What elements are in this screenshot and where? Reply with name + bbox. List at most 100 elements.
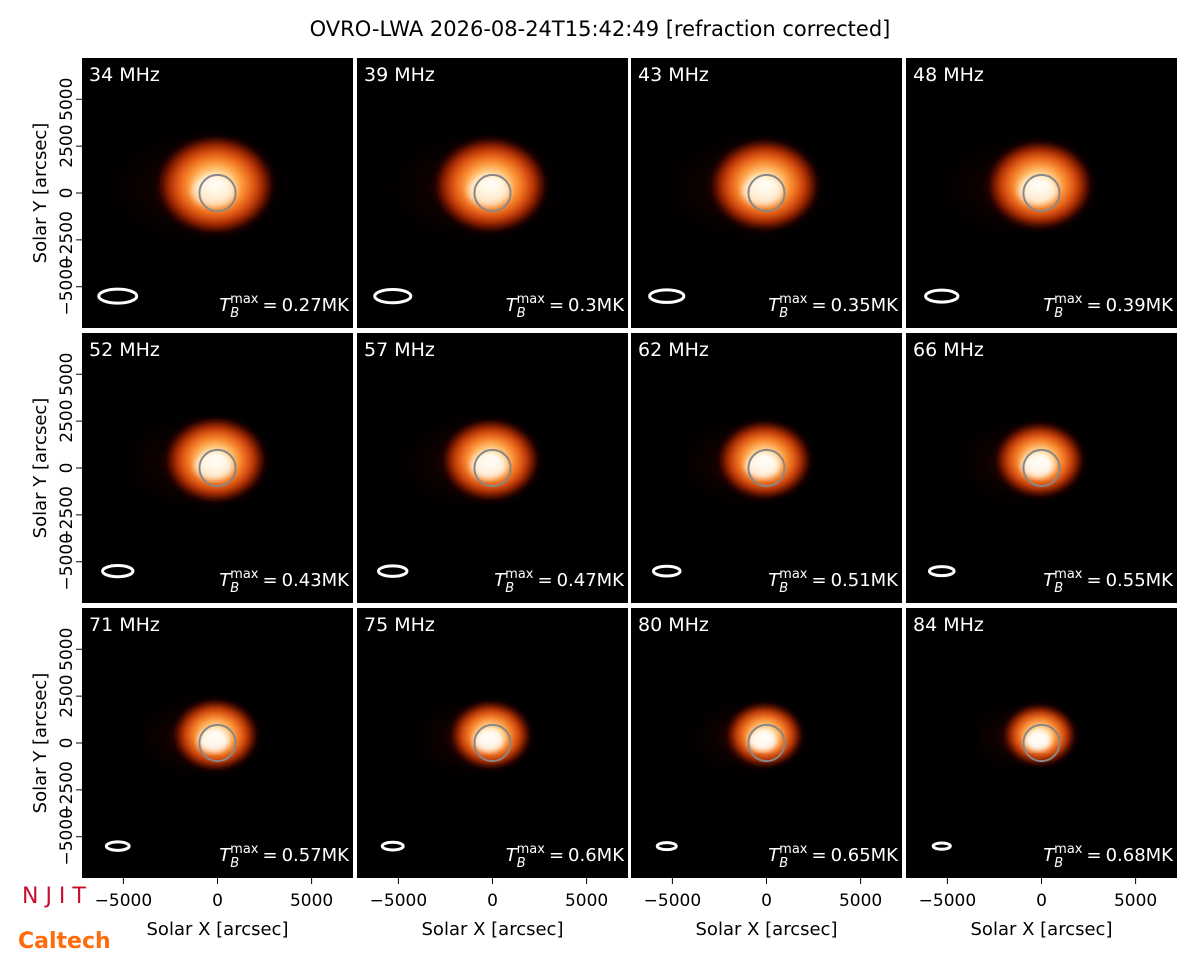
solar-disk [1022, 173, 1061, 213]
tb-max-label: TBmax = 0.68MK [1043, 842, 1174, 871]
tb-value: 0.65MK [831, 845, 900, 866]
tb-symbol: T [1043, 845, 1056, 866]
emission-core [1020, 453, 1055, 479]
x-axis-label: Solar X [arcsec] [147, 919, 289, 940]
tb-superscript: max [230, 567, 259, 582]
x-tick-label: −5000 [95, 891, 153, 911]
tb-subscript: B [779, 581, 788, 596]
panel: 43 MHz TBmax = 0.35MK [631, 58, 902, 328]
tb-superscript: max [230, 842, 259, 857]
panel: 57 MHz TBmax = 0.47MK [357, 333, 628, 603]
tb-max-label: TBmax = 0.43MK [219, 567, 350, 596]
beam [924, 288, 960, 304]
emission-core [748, 730, 777, 752]
tb-max-label: TBmax = 0.51MK [768, 567, 899, 596]
radio-image [923, 125, 1120, 304]
tb-max-label: TBmax = 0.3MK [506, 292, 626, 321]
radio-image [927, 410, 1105, 578]
tb-equals: = [1086, 845, 1101, 866]
panel-label: 43 MHz [638, 64, 709, 86]
radio-image [655, 692, 818, 852]
y-tick-label: −5000 [57, 808, 77, 866]
radio-image [380, 690, 548, 852]
beam [648, 288, 686, 304]
x-tick-label: 5000 [1114, 891, 1157, 911]
tb-equals: = [811, 570, 826, 591]
y-tick-label: 0 [57, 188, 77, 199]
y-tick-label: 5000 [57, 78, 77, 121]
tb-max-label: TBmax = 0.47MK [494, 567, 625, 596]
tb-superscript: max [517, 842, 546, 857]
tb-subscript: B [779, 856, 788, 871]
beam [655, 841, 678, 852]
tb-equals: = [262, 570, 277, 591]
beam [377, 564, 409, 578]
tb-subscript: B [505, 581, 514, 596]
x-tick-label: 0 [487, 891, 498, 911]
y-tick-label: −2500 [57, 486, 77, 544]
beam [104, 840, 131, 852]
solar-disk [1022, 448, 1061, 488]
panel: 39 MHz TBmax = 0.3MK [357, 58, 628, 328]
x-tick-label: 5000 [290, 891, 333, 911]
y-tick-label: 2500 [57, 399, 77, 442]
tb-subscript: B [1054, 856, 1063, 871]
beam [97, 287, 139, 305]
emission-core [470, 452, 507, 480]
panel-label: 48 MHz [913, 64, 984, 86]
tb-superscript: max [779, 292, 808, 307]
tb-subscript: B [779, 306, 788, 321]
panel: 66 MHz TBmax = 0.55MK [906, 333, 1177, 603]
panel-label: 66 MHz [913, 339, 984, 361]
panel: 48 MHz TBmax = 0.39MK [906, 58, 1177, 328]
tb-equals: = [1086, 570, 1101, 591]
tb-symbol: T [768, 570, 781, 591]
tb-equals: = [811, 295, 826, 316]
tb-superscript: max [779, 567, 808, 582]
radio-image [104, 687, 277, 852]
tb-subscript: B [1054, 581, 1063, 596]
emission-core [742, 176, 783, 206]
radio-image [644, 122, 849, 304]
tb-symbol: T [506, 845, 519, 866]
tb-max-label: TBmax = 0.55MK [1043, 567, 1174, 596]
tb-value: 0.43MK [282, 570, 351, 591]
emission-core [745, 453, 780, 479]
y-tick-label: 5000 [57, 628, 77, 671]
x-tick-label: −5000 [644, 891, 702, 911]
y-tick-label: −2500 [57, 211, 77, 269]
tb-value: 0.68MK [1106, 845, 1175, 866]
solar-disk [747, 448, 786, 488]
panel-label: 84 MHz [913, 614, 984, 636]
tb-symbol: T [494, 570, 507, 591]
tb-subscript: B [1054, 306, 1063, 321]
panel-label: 34 MHz [89, 64, 160, 86]
logo-njit: N J I T [22, 884, 86, 909]
tb-equals: = [262, 295, 277, 316]
panel-label: 71 MHz [89, 614, 160, 636]
y-axis-label: Solar Y [arcsec] [30, 673, 51, 814]
x-tick-label: 5000 [565, 891, 608, 911]
radio-image [101, 402, 293, 579]
tb-value: 0.35MK [831, 295, 900, 316]
tb-max-label: TBmax = 0.57MK [219, 842, 350, 871]
beam [651, 564, 682, 578]
x-axis-label: Solar X [arcsec] [696, 919, 838, 940]
y-tick-label: 2500 [57, 124, 77, 167]
tb-value: 0.57MK [282, 845, 351, 866]
logo-caltech: Caltech [18, 929, 111, 954]
emission-core [197, 729, 230, 753]
tb-value: 0.27MK [282, 295, 351, 316]
solar-disk [747, 173, 786, 213]
radio-image [931, 694, 1090, 851]
radio-image [377, 405, 564, 578]
emission-core [1017, 176, 1058, 206]
tb-equals: = [549, 295, 564, 316]
tb-subscript: B [517, 856, 526, 871]
tb-equals: = [1086, 295, 1101, 316]
y-tick-label: 2500 [57, 674, 77, 717]
x-axis-label: Solar X [arcsec] [422, 919, 564, 940]
tb-symbol: T [219, 845, 232, 866]
